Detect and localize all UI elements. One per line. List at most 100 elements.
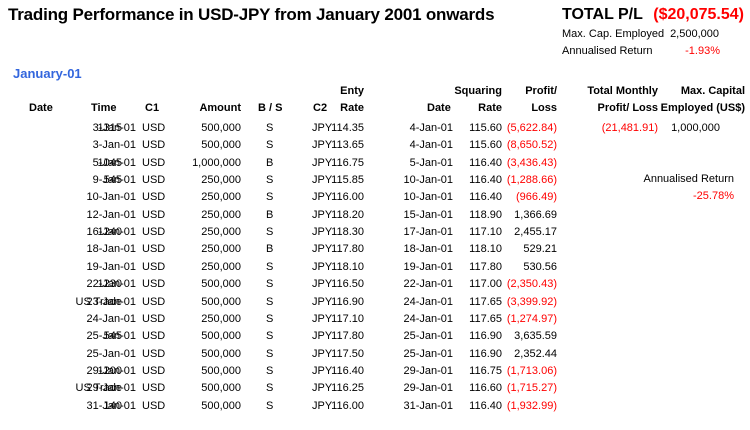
cell-c1: USD (142, 208, 166, 221)
cell-entry: 116.90 (331, 295, 364, 308)
cell-c2: JPY (312, 208, 333, 221)
cell-bs: S (266, 330, 274, 343)
cell-c2: JPY (312, 191, 333, 204)
cell-date2: 10-Jan-01 (403, 174, 453, 187)
cell-c2: JPY (312, 122, 333, 134)
cell-amount: 500,000 (201, 295, 241, 308)
cell-entry: 117.10 (331, 312, 364, 325)
cell-square: 116.60 (469, 382, 502, 395)
monthly-total-pl: (21,481.91) (601, 122, 658, 134)
header-profit-top: Profit/ (525, 85, 557, 97)
cell-entry: 113.65 (331, 139, 364, 152)
monthly-annualised-value: -25.78% (693, 190, 734, 202)
cell-pl: 529.21 (523, 243, 557, 256)
cell-date2: 5-Jan-01 (409, 156, 453, 169)
cell-amount: 500,000 (201, 347, 241, 360)
cell-entry: 116.00 (331, 399, 364, 412)
header-total-monthly-bottom: Profit/ Loss (597, 102, 658, 114)
cell-square: 115.60 (469, 139, 502, 152)
cell-c1: USD (142, 382, 166, 395)
cell-c1: USD (142, 156, 166, 169)
cell-entry: 116.40 (331, 364, 364, 377)
cell-c2: JPY (312, 174, 333, 187)
cell-amount: 500,000 (201, 399, 241, 412)
cell-date2: 4-Jan-01 (409, 139, 453, 152)
header-squaring-bottom: Rate (478, 102, 502, 114)
header-profit-bottom: Loss (531, 102, 557, 114)
cell-date2: 19-Jan-01 (403, 260, 453, 273)
cell-date: 3-Jan-01 (92, 122, 136, 134)
cell-date: 24-Jan-01 (86, 312, 136, 325)
cell-time: 1200 (97, 364, 122, 377)
cell-bs: S (266, 382, 274, 395)
cell-c1: USD (142, 139, 166, 152)
cell-date2: 25-Jan-01 (403, 347, 453, 360)
total-pl-value: ($20,075.54) (653, 6, 744, 23)
header-total-monthly-top: Total Monthly (587, 85, 658, 97)
annualised-return-value: -1.93% (685, 45, 720, 57)
cell-pl: (1,932.99) (506, 399, 557, 412)
cell-c2: JPY (312, 226, 333, 239)
cell-pl: 2,455.17 (514, 226, 557, 239)
cell-amount: 1,000,000 (192, 156, 241, 169)
cell-bs: B (266, 243, 274, 256)
cell-c2: JPY (312, 364, 333, 377)
cell-pl: (3,399.92) (506, 295, 557, 308)
header-max-capital-bottom: Employed (US$) (660, 102, 745, 114)
cell-c2: JPY (312, 347, 333, 360)
cell-date: 9-Jan-01 (92, 174, 136, 187)
cell-square: 117.80 (469, 260, 502, 273)
cell-amount: 500,000 (201, 278, 241, 291)
cell-bs: S (266, 191, 274, 204)
cell-amount: 250,000 (201, 260, 241, 273)
cell-bs: S (266, 364, 274, 377)
cell-date: 29-Jan-01 (86, 364, 136, 377)
cell-pl: (2,350.43) (506, 278, 557, 291)
cell-amount: 250,000 (201, 312, 241, 325)
cell-pl: (1,713.06) (506, 364, 557, 377)
cell-date2: 24-Jan-01 (403, 312, 453, 325)
cell-bs: S (266, 295, 274, 308)
cell-square: 116.40 (469, 191, 502, 204)
cell-date2: 4-Jan-01 (409, 122, 453, 134)
cell-amount: 500,000 (201, 122, 241, 134)
cell-entry: 116.75 (331, 156, 364, 169)
cell-time: US Trade (75, 295, 122, 308)
cell-pl: (1,715.27) (506, 382, 557, 395)
cell-date: 18-Jan-01 (86, 243, 136, 256)
cell-date2: 17-Jan-01 (403, 226, 453, 239)
cell-amount: 500,000 (201, 364, 241, 377)
header-squaring-top: Squaring (454, 85, 502, 97)
header-bs: B / S (258, 102, 283, 114)
cell-amount: 250,000 (201, 226, 241, 239)
cell-date: 25-Jan-01 (86, 330, 136, 343)
cell-c2: JPY (312, 399, 333, 412)
cell-c1: USD (142, 330, 166, 343)
max-cap-value: 2,500,000 (670, 28, 719, 40)
cell-bs: S (266, 122, 274, 134)
cell-pl: (1,274.97) (506, 312, 557, 325)
cell-time: 1045 (97, 156, 122, 169)
cell-date: 22-Jan-01 (86, 278, 136, 291)
cell-entry: 117.50 (331, 347, 364, 360)
cell-c2: JPY (312, 278, 333, 291)
cell-entry: 117.80 (331, 330, 364, 343)
total-pl-label: TOTAL P/L (562, 6, 643, 23)
monthly-max-capital: 1,000,000 (671, 122, 720, 134)
cell-amount: 250,000 (201, 243, 241, 256)
cell-amount: 250,000 (201, 208, 241, 221)
cell-amount: 500,000 (201, 382, 241, 395)
cell-c1: USD (142, 260, 166, 273)
header-entry-bottom: Rate (340, 102, 364, 114)
cell-date2: 18-Jan-01 (403, 243, 453, 256)
cell-amount: 250,000 (201, 174, 241, 187)
cell-c2: JPY (312, 139, 333, 152)
cell-pl: (8,650.52) (506, 139, 557, 152)
cell-time: 1240 (97, 226, 122, 239)
header-max-capital-top: Max. Capital (680, 85, 745, 97)
cell-entry: 116.00 (331, 191, 364, 204)
cell-c1: USD (142, 226, 166, 239)
cell-square: 115.60 (469, 122, 502, 134)
cell-time: 545 (103, 174, 122, 187)
cell-date: 29-Jan-01 (86, 382, 136, 395)
